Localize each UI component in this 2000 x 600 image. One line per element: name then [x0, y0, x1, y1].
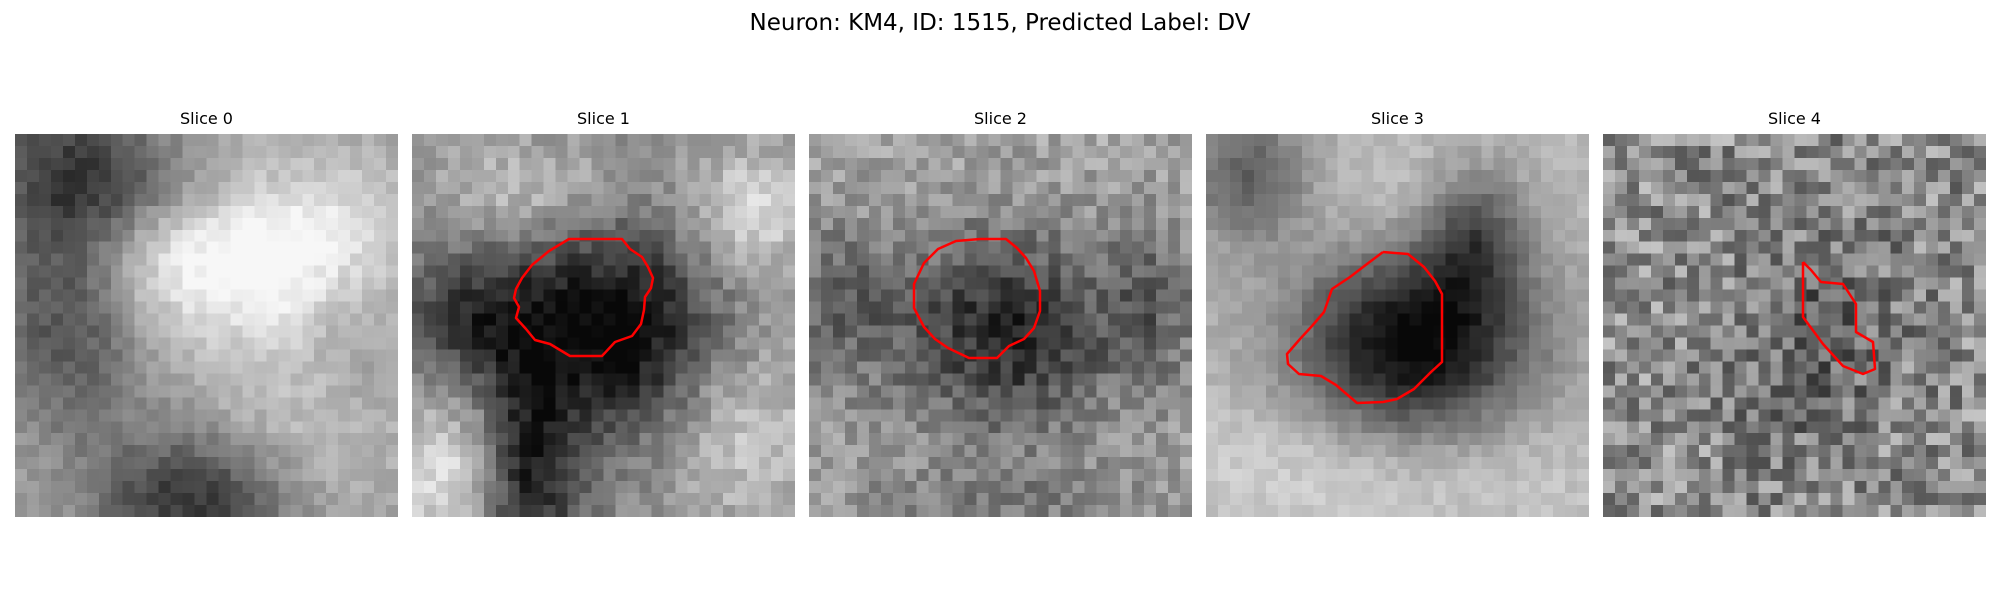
slice-panel-1: Slice 1 — [412, 108, 795, 517]
slice-panel-4: Slice 4 — [1603, 108, 1986, 517]
grayscale-slice-image — [809, 134, 1192, 517]
roi-contour — [912, 237, 1042, 360]
slice-title: Slice 3 — [1371, 109, 1424, 128]
roi-overlay — [912, 237, 1042, 360]
slice-panel-3: Slice 3 — [1206, 108, 1589, 517]
slice-title: Slice 2 — [974, 109, 1027, 128]
roi-overlay — [1285, 250, 1444, 405]
slice-panel-2: Slice 2 — [809, 108, 1192, 517]
roi-contour — [1801, 261, 1877, 376]
slice-title: Slice 0 — [180, 109, 233, 128]
slice-title: Slice 4 — [1768, 109, 1821, 128]
roi-overlay — [512, 237, 655, 358]
grayscale-slice-image — [1206, 134, 1589, 517]
slice-title: Slice 1 — [577, 109, 630, 128]
grayscale-slice-image — [412, 134, 795, 517]
figure-title: Neuron: KM4, ID: 1515, Predicted Label: … — [749, 10, 1251, 36]
grayscale-slice-image — [1603, 134, 1986, 517]
grayscale-slice-image — [15, 134, 398, 517]
roi-overlay — [1801, 261, 1877, 376]
slice-panel-0: Slice 0 — [15, 108, 398, 517]
roi-contour — [1285, 250, 1444, 405]
roi-contour — [512, 237, 655, 358]
